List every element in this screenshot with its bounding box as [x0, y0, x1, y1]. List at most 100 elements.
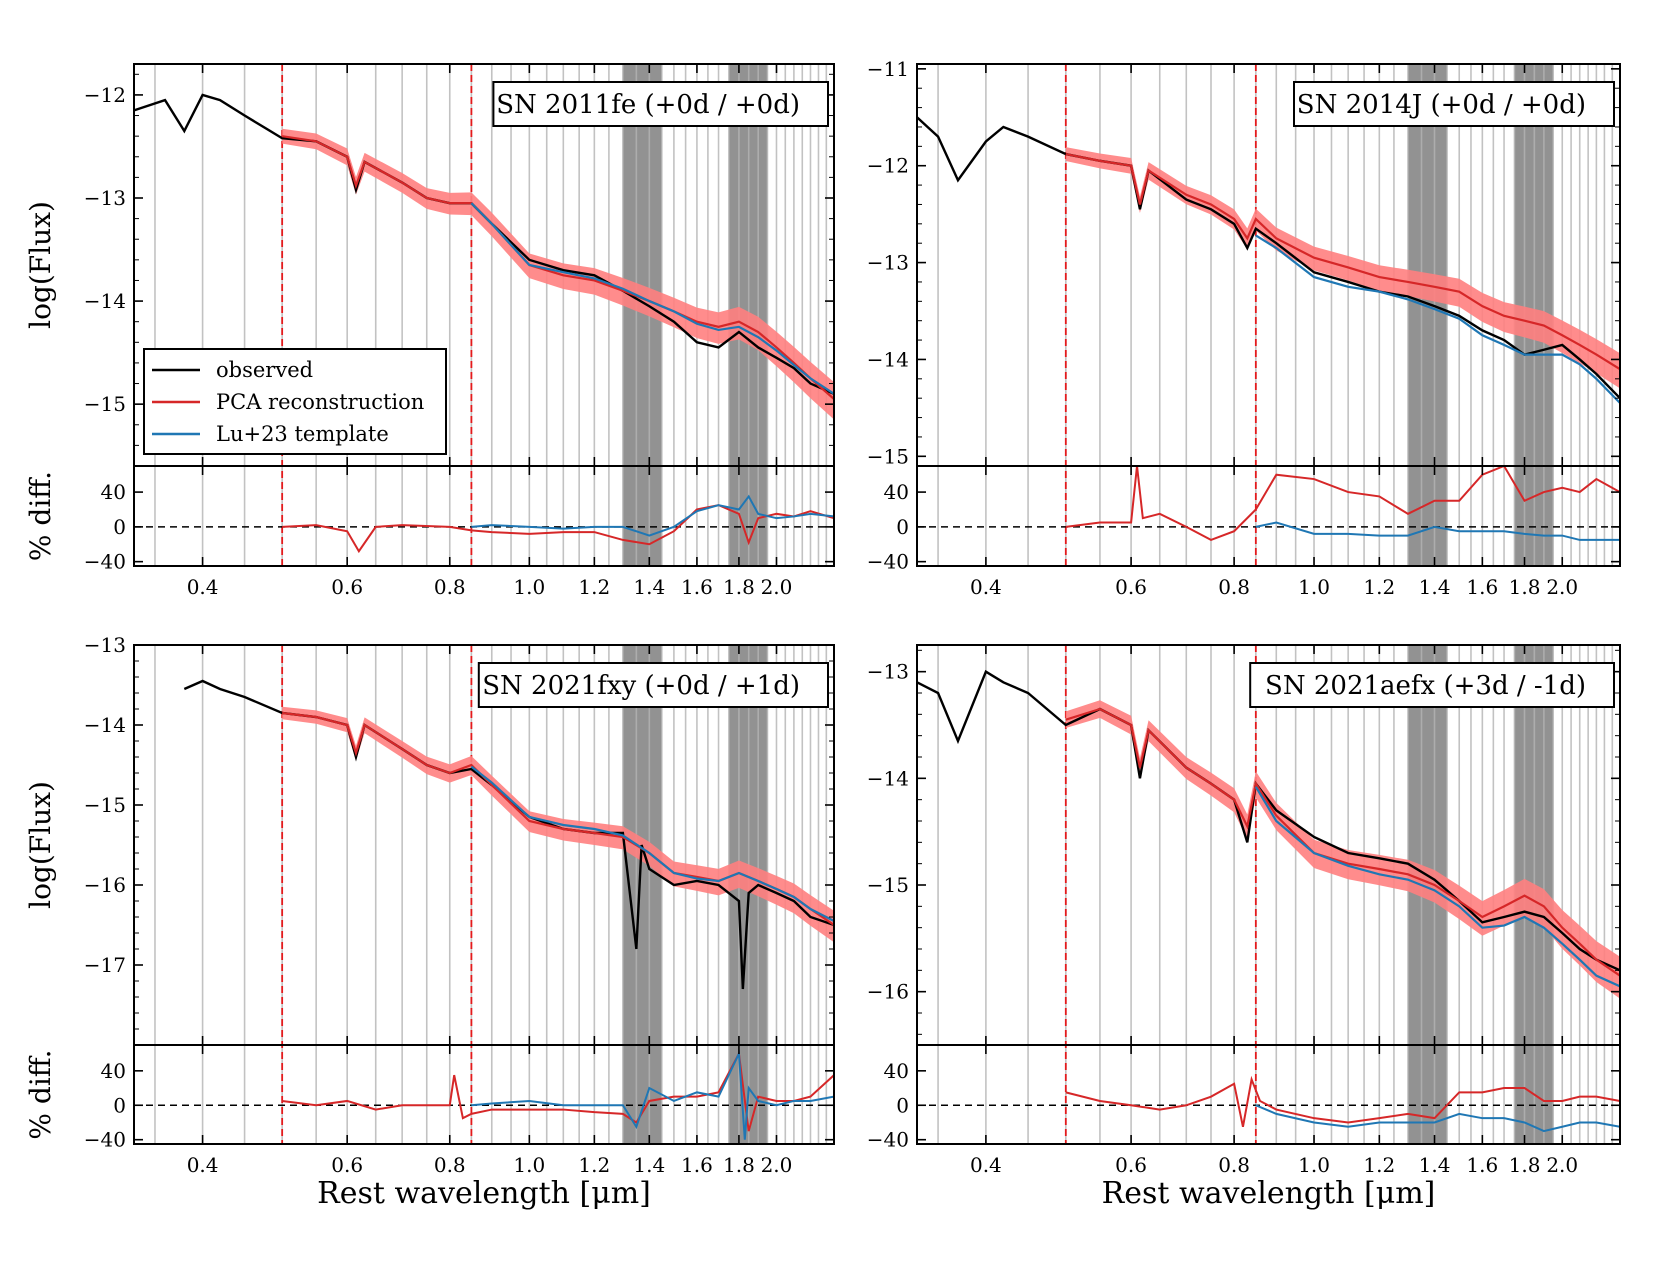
title-box-frame [492, 81, 829, 127]
x-tick-label: 2.0 [1546, 575, 1578, 599]
panel-title: SN 2014J (+0d / +0d) [1297, 90, 1586, 120]
y-tick-label: −13 [867, 251, 909, 275]
title-box-frame [1249, 662, 1615, 708]
x-tick-label: 1.4 [633, 1153, 665, 1177]
x-tick-label: 1.0 [1298, 1153, 1330, 1177]
x-axis-label: Rest wavelength [μm] [1102, 1176, 1436, 1211]
y-tick-label: −12 [84, 83, 126, 107]
resid-y-tick-label: 40 [101, 480, 126, 504]
x-tick-label: 0.6 [1115, 575, 1147, 599]
resid-pca-line [1065, 1075, 1620, 1127]
resid-y-axis-label: % diff. [24, 471, 57, 561]
y-tick-label: −13 [84, 186, 126, 210]
telluric-band [622, 645, 662, 1144]
resid-y-tick-label: 0 [113, 515, 126, 539]
legend-label-pca: PCA reconstruction [216, 390, 424, 414]
x-tick-label: 2.0 [761, 575, 793, 599]
resid-template-line [471, 494, 834, 537]
pca-line [1065, 707, 1620, 977]
y-tick-label: −14 [867, 766, 909, 790]
resid-plot-area [917, 1075, 1620, 1133]
x-tick-label: 1.8 [1509, 575, 1541, 599]
template-line [1255, 234, 1620, 404]
y-tick-label: −12 [867, 154, 909, 178]
resid-y-tick-label: 40 [884, 480, 909, 504]
x-tick-label: 1.0 [1298, 575, 1330, 599]
x-tick-label: 1.4 [1419, 575, 1451, 599]
x-tick-label: 1.2 [1363, 1153, 1395, 1177]
resid-y-tick-label: 40 [884, 1059, 909, 1083]
pca-line [282, 135, 834, 400]
y-tick-label: −15 [84, 392, 126, 416]
template-line [470, 765, 834, 922]
resid-axes-frame [916, 465, 1621, 567]
y-tick-label: −16 [867, 980, 909, 1004]
template-line [470, 202, 834, 395]
x-tick-label: 0.6 [331, 1153, 363, 1177]
main-plot-area [134, 93, 834, 420]
panel-title: SN 2021aefx (+3d / -1d) [1265, 671, 1586, 701]
resid-y-axis-label: % diff. [24, 1049, 57, 1139]
resid-y-tick-label: 40 [101, 1059, 126, 1083]
x-tick-label: 1.0 [513, 575, 545, 599]
panel-title-box: SN 2011fe (+0d / +0d) [492, 81, 829, 127]
panel-4: −13 −14 −15 −16 40 0 −40 0.4 0.6 0.8 1.0 1.2 1.4 1.6 1… [867, 644, 1621, 1211]
x-axis-label: Rest wavelength [μm] [317, 1176, 651, 1211]
y-tick-label: −17 [84, 953, 126, 977]
resid-y-tick-label: −40 [84, 1128, 126, 1152]
y-tick-label: −14 [84, 289, 126, 313]
resid-pca-line [282, 1050, 834, 1132]
x-tick-label: 0.4 [187, 1153, 219, 1177]
x-tick-label: 0.8 [434, 1153, 466, 1177]
panel-title-box: SN 2021aefx (+3d / -1d) [1249, 662, 1615, 708]
x-tick-label: 1.0 [513, 1153, 545, 1177]
y-axis-label: log(Flux) [24, 781, 57, 909]
y-tick-label: −14 [84, 713, 126, 737]
template-line [1254, 786, 1620, 988]
y-tick-label: −11 [867, 57, 909, 81]
x-tick-label: 1.6 [1466, 1153, 1498, 1177]
x-tick-label: 0.4 [187, 575, 219, 599]
x-tick-label: 1.2 [578, 1153, 610, 1177]
resid-y-tick-label: −40 [867, 1128, 909, 1152]
resid-template-line [1255, 521, 1620, 541]
panel-title: SN 2011fe (+0d / +0d) [496, 90, 800, 120]
panel-1: −12 −13 −14 −15 40 0 −40 0.4 0.6 0.8 1.0 1.2 1.4 1.6 1… [24, 63, 835, 599]
resid-plot-area [917, 466, 1620, 542]
telluric-band [1407, 64, 1448, 566]
pca-line [1065, 153, 1620, 371]
main-plot-area [183, 679, 834, 990]
resid-axes-frame [916, 1044, 1621, 1145]
legend: observed PCA reconstruction Lu+23 template [143, 348, 447, 455]
panel-title-box: SN 2021fxy (+0d / +1d) [477, 662, 829, 708]
x-tick-label: 0.4 [970, 1153, 1002, 1177]
x-tick-label: 0.8 [434, 575, 466, 599]
x-tick-label: 1.2 [1363, 575, 1395, 599]
x-tick-label: 0.4 [970, 575, 1002, 599]
x-tick-label: 1.4 [1419, 1153, 1451, 1177]
x-tick-label: 1.6 [681, 575, 713, 599]
panel-3: −13 −14 −15 −16 −17 40 0 −40 0.4 0.6 0.8 1.0 1.2 1.4 1… [24, 633, 835, 1211]
legend-label-template: Lu+23 template [216, 422, 389, 446]
resid-axes-frame [133, 465, 835, 567]
resid-y-tick-label: −40 [867, 550, 909, 574]
resid-y-tick-label: 0 [896, 515, 909, 539]
y-tick-label: −14 [867, 347, 909, 371]
main-plot-area [917, 116, 1620, 404]
x-tick-label: 2.0 [761, 1153, 793, 1177]
title-box-frame [1293, 81, 1615, 127]
title-box-frame [477, 662, 829, 708]
panel-2: −11 −12 −13 −14 −15 40 0 −40 0.4 0.6 0.8 1.0 1.2 1.4 1… [867, 57, 1621, 599]
resid-pca-line [1065, 466, 1620, 542]
resid-template-line [471, 1049, 834, 1140]
y-tick-label: −15 [84, 793, 126, 817]
x-tick-label: 0.8 [1218, 575, 1250, 599]
x-tick-label: 1.6 [1466, 575, 1498, 599]
resid-y-tick-label: 0 [896, 1093, 909, 1117]
x-tick-label: 1.6 [681, 1153, 713, 1177]
resid-plot-area [134, 494, 834, 554]
y-tick-label: −13 [867, 660, 909, 684]
resid-pca-line [282, 504, 834, 554]
panel-title-box: SN 2014J (+0d / +0d) [1293, 81, 1615, 127]
